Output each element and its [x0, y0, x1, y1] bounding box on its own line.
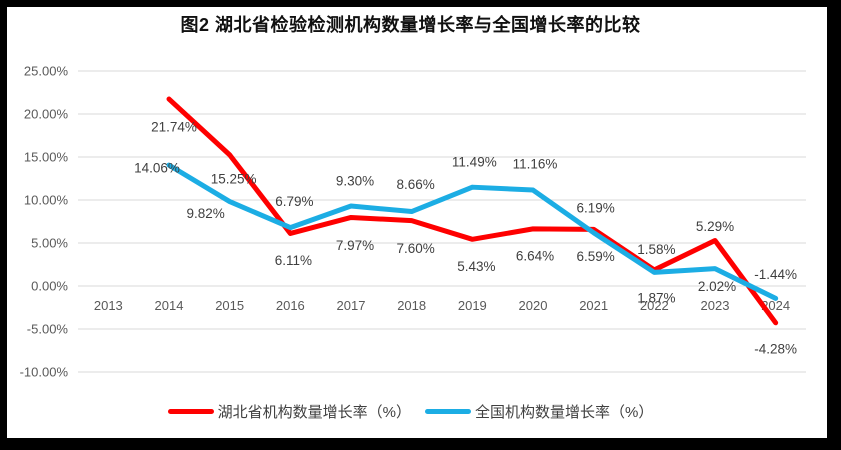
data-label-hubei-2014: 21.74%: [151, 120, 197, 135]
frame-border-bottom: [0, 438, 841, 450]
x-axis-tick-label: 2018: [397, 298, 426, 313]
data-label-hubei-2022: 1.87%: [637, 290, 675, 305]
y-axis-tick-label: 10.00%: [24, 193, 69, 208]
chart-title: 图2 湖北省检验检测机构数量增长率与全国增长率的比较: [180, 15, 641, 35]
data-label-hubei-2019: 5.43%: [457, 259, 495, 274]
x-axis-tick-label: 2023: [701, 298, 730, 313]
y-axis-tick-label: -5.00%: [27, 322, 69, 337]
data-label-national-2016: 6.79%: [275, 194, 313, 209]
x-axis-tick-label: 2016: [276, 298, 305, 313]
data-label-national-2019: 11.49%: [452, 155, 497, 170]
data-label-hubei-2015: 15.25%: [211, 171, 257, 186]
data-label-national-2021: 6.19%: [577, 200, 615, 215]
y-axis-tick-label: 5.00%: [31, 236, 68, 251]
data-label-national-2024: -1.44%: [754, 267, 797, 282]
frame-border-left: [0, 0, 7, 450]
legend-item-hubei: 湖北省机构数量增长率（%）: [167, 401, 411, 422]
legend-label-hubei: 湖北省机构数量增长率（%）: [217, 404, 411, 421]
data-label-hubei-2021: 6.59%: [577, 249, 615, 264]
data-label-national-2022: 1.58%: [637, 242, 675, 257]
legend-line-sample-national: [425, 409, 471, 414]
y-axis-tick-label: 25.00%: [24, 64, 69, 79]
data-label-national-2017: 9.30%: [336, 174, 374, 189]
y-axis-tick-label: 15.00%: [24, 150, 69, 165]
x-axis-tick-label: 2021: [579, 298, 608, 313]
data-label-hubei-2017: 7.97%: [336, 238, 374, 253]
data-label-national-2014: 14.06%: [134, 161, 180, 176]
data-label-hubei-2016: 6.11%: [275, 253, 312, 268]
data-label-hubei-2024: -4.28%: [754, 341, 797, 356]
data-label-hubei-2018: 7.60%: [397, 241, 435, 256]
series-line-national: [166, 162, 779, 301]
x-axis-tick-label: 2017: [337, 298, 366, 313]
data-label-national-2023: 2.02%: [698, 279, 736, 294]
x-axis-tick-label: 2013: [94, 298, 123, 313]
y-axis-tick-label: 20.00%: [24, 107, 69, 122]
data-label-national-2015: 9.82%: [187, 206, 225, 221]
data-label-hubei-2020: 6.64%: [516, 248, 554, 263]
x-axis-tick-label: 2015: [215, 298, 244, 313]
legend-label-national: 全国机构数量增长率（%）: [475, 404, 654, 421]
data-label-national-2020: 11.16%: [513, 157, 558, 172]
y-axis-tick-label: 0.00%: [31, 279, 68, 294]
x-axis-tick-label: 2022: [640, 298, 669, 313]
series-line-hubei: [166, 96, 779, 326]
data-label-national-2018: 8.66%: [397, 177, 435, 192]
y-axis-tick-label: -10.00%: [20, 365, 69, 380]
x-axis-tick-label: 2020: [519, 298, 548, 313]
x-axis-tick-label: 2019: [458, 298, 487, 313]
x-axis-tick-label: 2014: [155, 298, 184, 313]
data-label-hubei-2023: 5.29%: [696, 219, 734, 234]
chart-legend: 湖北省机构数量增长率（%） 全国机构数量增长率（%）: [0, 401, 821, 422]
legend-line-sample-hubei: [167, 409, 214, 414]
frame-border-right: [827, 0, 841, 450]
frame-border-top: [0, 0, 841, 7]
legend-item-national: 全国机构数量增长率（%）: [425, 401, 653, 422]
